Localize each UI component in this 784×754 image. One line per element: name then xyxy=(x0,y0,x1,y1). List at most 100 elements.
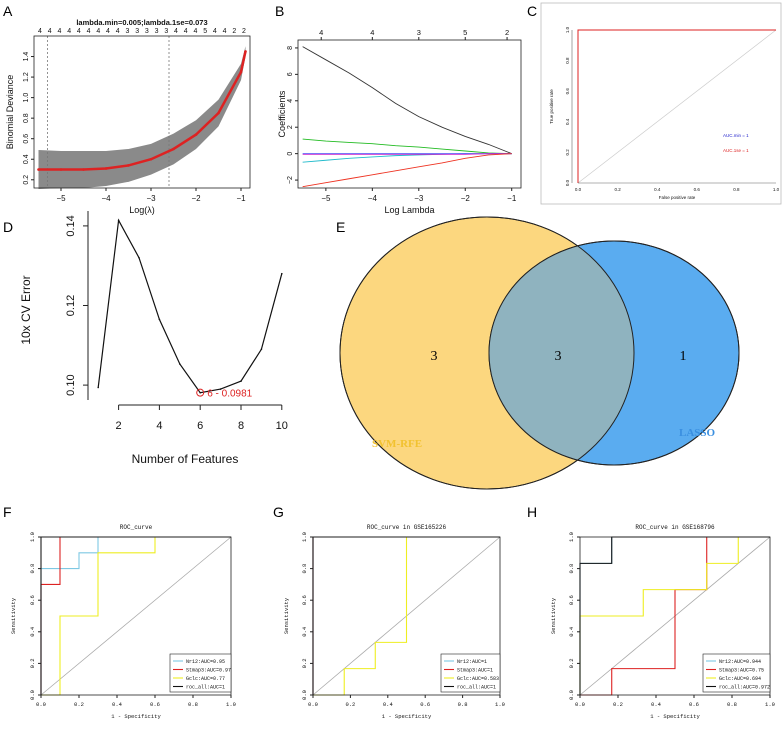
top-label: 4 xyxy=(38,28,42,35)
y-tick-label: 1.0 xyxy=(23,93,30,103)
y-tick-label: 0.0 xyxy=(568,690,575,700)
panel-f-roc-chart: 0.0 0.2 0.4 0.6 0.8 1.0 0.0 0.2 0.4 0.6 0.8 1.0 ROC_… xyxy=(10,524,236,720)
y-tick-label: 0.6 xyxy=(29,595,36,605)
top-tick-label: 4 xyxy=(319,28,323,37)
y-tick-label: 4 xyxy=(287,99,294,103)
x-tick-label: −5 xyxy=(321,194,331,203)
x-tick-label: −1 xyxy=(507,194,517,203)
cv-error-point xyxy=(97,386,99,389)
y-axis-label: 10x CV Error xyxy=(19,275,33,344)
cv-error-point xyxy=(158,318,161,321)
legend-entry: roc_all:AUC=1 xyxy=(186,685,225,691)
legend-entry: roc_all:AUC=0.972 xyxy=(719,685,770,691)
coefficient-path-cyan xyxy=(302,153,512,163)
x-tick-label: −1 xyxy=(236,194,246,203)
top-label: 4 xyxy=(87,28,91,35)
x-tick-label: 0.0 xyxy=(575,701,585,708)
y-tick-label: 1.0 xyxy=(29,532,36,542)
panel-letter-h: H xyxy=(527,504,537,520)
top-label: 4 xyxy=(116,28,120,35)
legend-entry: Nr12:AUC=0.95 xyxy=(186,659,225,665)
deviance-point xyxy=(194,133,198,136)
cv-error-line xyxy=(97,218,283,394)
y-tick-label: 0.0 xyxy=(301,690,308,700)
x-tick-label: 0.0 xyxy=(308,701,318,708)
x-tick-label: 0.0 xyxy=(36,701,46,708)
x-axis-label: Number of Features xyxy=(132,452,239,466)
deviance-point xyxy=(244,50,247,53)
deviance-point xyxy=(104,167,108,170)
chart-title: ROC_curve xyxy=(120,524,153,531)
top-label: 3 xyxy=(125,28,129,35)
y-tick-label: 0.8 xyxy=(568,564,575,574)
y-tick-label: 0.12 xyxy=(65,295,77,316)
legend-entry: Stmap3:AUC=1 xyxy=(457,668,493,674)
x-tick-label: 0.2 xyxy=(613,701,623,708)
y-tick-label: 0 xyxy=(287,152,294,156)
top-label: 2 xyxy=(232,28,236,35)
coefficient-path-magenta xyxy=(302,153,512,155)
y-tick-label: 0.0 xyxy=(29,690,36,700)
deviance-point xyxy=(59,168,63,171)
top-label: 4 xyxy=(77,28,81,35)
deviance-point xyxy=(82,168,85,171)
y-axis-label: Sensitivity xyxy=(283,597,290,634)
plot-frame xyxy=(33,35,251,189)
y-axis-label: Binomial Deviance xyxy=(5,75,15,150)
x-tick-label: −4 xyxy=(101,194,111,203)
x-tick-label: 1.0 xyxy=(495,701,505,708)
diagonal-reference xyxy=(40,536,232,696)
x-axis-label: Log(λ) xyxy=(129,205,155,215)
y-tick-label: 0.4 xyxy=(301,626,308,637)
x-tick-label: 0.4 xyxy=(651,701,662,708)
y-tick-label: 0.4 xyxy=(23,154,30,164)
x-tick-label: 0.8 xyxy=(727,701,737,708)
roc-curve xyxy=(313,536,500,696)
top-tick-label: 2 xyxy=(505,28,509,37)
top-label: 4 xyxy=(223,28,227,35)
legend-entry: Nr12:AUC=0.944 xyxy=(719,659,761,665)
x-tick-label: 1.0 xyxy=(773,187,780,192)
roc-curve xyxy=(579,536,770,695)
panel-letter-a: A xyxy=(3,3,13,19)
x-axis-label: False positive rate xyxy=(659,195,696,200)
y-tick-label: 0.6 xyxy=(23,134,30,144)
x-tick-label: 0.4 xyxy=(383,701,394,708)
plot-frame xyxy=(312,536,501,696)
top-label: 4 xyxy=(67,28,71,35)
legend-entry: AUC.1se = 1 xyxy=(723,148,749,153)
x-tick-label: 0.8 xyxy=(188,701,198,708)
panel-border xyxy=(540,2,782,205)
coefficient-path-red xyxy=(302,153,512,188)
y-tick-label: 0.8 xyxy=(23,113,30,123)
x-tick-label: 0.8 xyxy=(733,187,740,192)
y-tick-label: 8 xyxy=(287,46,294,50)
x-tick-label: −5 xyxy=(56,194,66,203)
roc-curve xyxy=(41,536,231,696)
y-tick-label: 0.8 xyxy=(301,564,308,574)
deviance-point xyxy=(37,168,40,171)
y-tick-label: 0.4 xyxy=(565,118,570,125)
venn-overlap-region xyxy=(489,241,634,465)
top-label: 3 xyxy=(164,28,168,35)
top-label: 4 xyxy=(184,28,188,35)
y-tick-label: 0.6 xyxy=(568,595,575,605)
x-tick-label: 0.6 xyxy=(694,187,701,192)
y-axis-label: Sensitivity xyxy=(10,597,17,634)
y-axis-label: Coefficients xyxy=(277,90,287,137)
panel-letter-c: C xyxy=(527,3,537,19)
panel-h-roc-chart: 0.0 0.2 0.4 0.6 0.8 1.0 0.0 0.2 0.4 0.6 0.8 1.0 ROC_… xyxy=(550,524,775,720)
top-label: 4 xyxy=(57,28,61,35)
roc-curve xyxy=(580,536,770,696)
x-tick-label: −4 xyxy=(368,194,378,203)
x-axis-label: 1 - Specificity xyxy=(382,713,432,720)
x-axis-label: 1 - Specificity xyxy=(111,713,161,720)
y-tick-label: 0.4 xyxy=(29,626,36,637)
confidence-band xyxy=(38,46,246,190)
panel-letter-g: G xyxy=(273,504,284,520)
chart-title: ROC_curve in GSE168796 xyxy=(635,524,715,531)
x-tick-label: 2 xyxy=(116,420,122,432)
optimum-annotation: 6 - 0.0981 xyxy=(207,389,252,400)
panel-letter-e: E xyxy=(336,219,345,235)
y-tick-label: 0.2 xyxy=(29,658,36,668)
